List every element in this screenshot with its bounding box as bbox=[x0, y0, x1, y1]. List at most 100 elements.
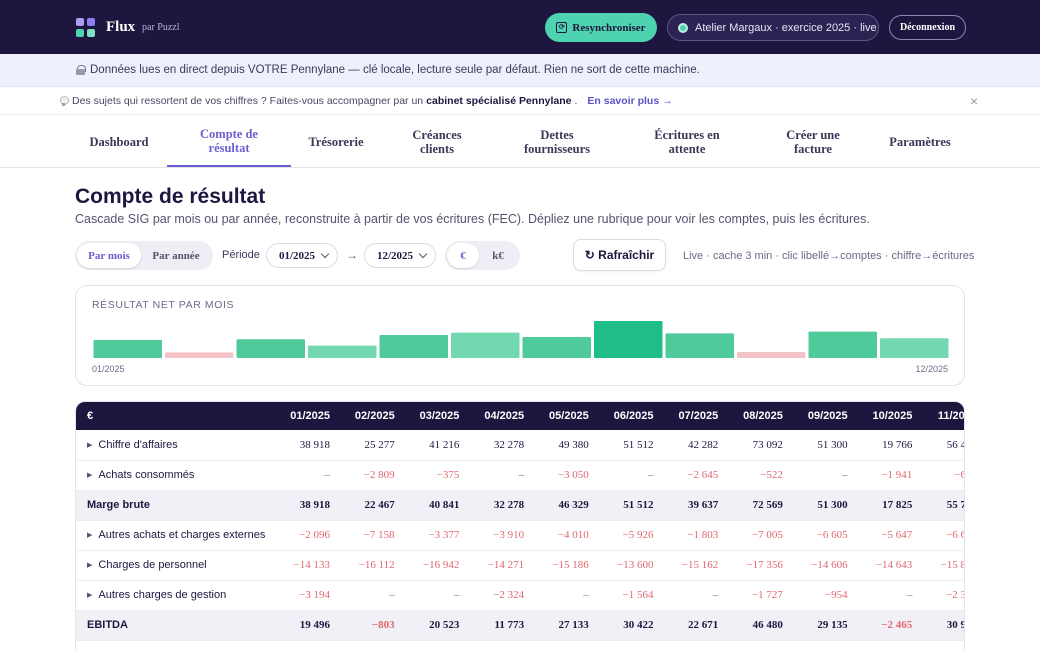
table-cell[interactable]: −2 465 bbox=[881, 619, 913, 631]
company-selector[interactable]: Atelier Margaux · exercice 2025 · live bbox=[667, 14, 879, 41]
table-cell[interactable]: −14 606 bbox=[811, 559, 848, 571]
table-cell[interactable]: 39 637 bbox=[687, 499, 719, 511]
resync-button[interactable]: ⟳ Resynchroniser bbox=[545, 13, 657, 42]
unit-keur-button[interactable]: k€ bbox=[492, 249, 504, 262]
chart-bar-11-2025[interactable] bbox=[808, 331, 878, 358]
table-cell[interactable]: 25 277 bbox=[364, 438, 395, 451]
unit-eur-button[interactable]: € bbox=[447, 243, 479, 268]
row-label[interactable]: ▶ Chiffre d'affaires bbox=[76, 430, 279, 460]
chart-bar-04-2025[interactable] bbox=[308, 345, 377, 358]
tab-parametres[interactable]: Paramètres bbox=[889, 135, 951, 149]
row-label[interactable]: ▶ Achats consommés bbox=[76, 460, 279, 490]
table-cell[interactable]: – bbox=[583, 589, 589, 601]
table-cell[interactable]: −3 377 bbox=[428, 529, 460, 541]
table-cell[interactable]: 17 825 bbox=[882, 499, 913, 511]
table-cell[interactable]: 32 278 bbox=[493, 438, 525, 451]
expand-caret-icon[interactable]: ▶ bbox=[87, 592, 93, 599]
table-cell[interactable]: 72 569 bbox=[752, 499, 783, 511]
table-cell[interactable]: – bbox=[518, 469, 525, 481]
chart-bar-10-2025[interactable] bbox=[737, 352, 806, 358]
table-cell[interactable]: −522 bbox=[760, 469, 783, 481]
table-cell[interactable]: 30 910 bbox=[946, 619, 964, 631]
table-cell[interactable]: −1 564 bbox=[622, 589, 654, 601]
table-cell[interactable]: – bbox=[453, 589, 460, 601]
table-cell[interactable]: −15 842 bbox=[940, 559, 964, 571]
table-cell[interactable]: – bbox=[648, 469, 654, 481]
table-cell[interactable]: 46 480 bbox=[752, 619, 783, 631]
tab-creer-une-facture[interactable]: Créer une facture bbox=[786, 128, 840, 156]
table-cell[interactable]: −803 bbox=[371, 619, 395, 631]
logout-button[interactable]: Déconnexion bbox=[889, 15, 966, 40]
table-cell[interactable]: −14 133 bbox=[293, 559, 330, 571]
table-cell[interactable]: −15 186 bbox=[552, 559, 589, 571]
chart-bar-09-2025[interactable] bbox=[665, 333, 735, 358]
table-cell[interactable]: −1 941 bbox=[881, 469, 913, 481]
table-cell[interactable]: −16 112 bbox=[358, 559, 395, 571]
table-cell[interactable]: −6 605 bbox=[816, 529, 848, 541]
table-cell[interactable]: 22 671 bbox=[687, 619, 719, 631]
table-cell[interactable]: −15 162 bbox=[681, 559, 719, 571]
row-label[interactable]: ▶ Autres achats et charges externes bbox=[76, 520, 279, 550]
tab-dettes-fournisseurs[interactable]: Dettes fournisseurs bbox=[524, 128, 590, 156]
table-cell[interactable]: 20 523 bbox=[429, 619, 460, 631]
mode-month-button[interactable]: Par mois bbox=[77, 243, 141, 268]
table-cell[interactable]: 22 467 bbox=[364, 499, 395, 511]
chart-bar-05-2025[interactable] bbox=[379, 335, 449, 358]
table-cell[interactable]: −2 096 bbox=[299, 529, 330, 541]
table-cell[interactable]: −13 600 bbox=[617, 559, 654, 571]
table-cell[interactable]: 46 329 bbox=[558, 499, 589, 511]
table-cell[interactable]: −1 727 bbox=[751, 589, 783, 601]
table-cell[interactable]: 51 512 bbox=[623, 499, 654, 511]
table-cell[interactable]: – bbox=[842, 469, 848, 481]
learn-more-link[interactable]: En savoir plus → bbox=[587, 94, 673, 107]
table-cell[interactable]: 51 300 bbox=[817, 499, 848, 511]
chart-bar-01-2025[interactable] bbox=[93, 340, 163, 358]
table-cell[interactable]: −7 005 bbox=[751, 529, 783, 541]
table-cell[interactable]: 41 216 bbox=[429, 438, 460, 451]
table-cell[interactable]: 11 773 bbox=[494, 619, 525, 631]
table-cell[interactable]: 38 918 bbox=[299, 438, 330, 451]
table-cell[interactable]: 32 278 bbox=[493, 499, 525, 511]
tab-ecritures-en-attente[interactable]: Écritures en attente bbox=[654, 128, 720, 156]
table-cell[interactable]: – bbox=[712, 589, 719, 601]
table-cell[interactable]: 19 766 bbox=[882, 438, 913, 451]
table-cell[interactable]: −4 010 bbox=[557, 529, 589, 541]
table-cell[interactable]: −3 194 bbox=[299, 589, 330, 601]
period-to-select[interactable]: 12/2025 bbox=[364, 243, 436, 268]
table-cell[interactable]: 55 797 bbox=[946, 499, 964, 511]
chart-bar-12-2025[interactable] bbox=[880, 338, 949, 358]
table-cell[interactable]: −5 926 bbox=[622, 529, 654, 541]
table-cell[interactable]: 56 471 bbox=[946, 438, 964, 451]
table-cell[interactable]: 73 092 bbox=[752, 438, 783, 451]
table-cell[interactable]: – bbox=[324, 469, 330, 481]
table-cell[interactable]: −14 271 bbox=[487, 559, 525, 571]
table-cell[interactable]: −14 643 bbox=[875, 559, 913, 571]
table-cell[interactable]: – bbox=[389, 589, 395, 601]
table-cell[interactable]: 29 135 bbox=[817, 619, 848, 631]
table-cell[interactable]: −5 647 bbox=[881, 529, 913, 541]
table-cell[interactable]: 30 422 bbox=[623, 619, 654, 631]
chart-bar-02-2025[interactable] bbox=[165, 352, 234, 358]
row-label[interactable]: ▶ Autres charges de gestion bbox=[76, 580, 279, 610]
table-cell[interactable]: −2 645 bbox=[687, 469, 719, 481]
income-statement-table-wrapper[interactable]: € 01/2025 02/2025 03/2025 04/2025 05/2025 06/… bbox=[75, 401, 965, 650]
table-cell[interactable]: −954 bbox=[824, 589, 848, 601]
period-from-select[interactable]: 01/2025 bbox=[266, 243, 338, 268]
table-cell[interactable]: 51 300 bbox=[817, 438, 848, 451]
table-cell[interactable]: 19 496 bbox=[299, 619, 330, 631]
tab-dashboard[interactable]: Dashboard bbox=[89, 135, 149, 149]
table-cell[interactable]: 49 380 bbox=[558, 438, 589, 451]
table-cell[interactable]: −16 942 bbox=[422, 559, 460, 571]
mode-year-button[interactable]: Par année bbox=[152, 249, 200, 262]
table-cell[interactable]: −17 356 bbox=[746, 559, 783, 571]
table-cell[interactable]: −3 050 bbox=[557, 469, 589, 481]
table-cell[interactable]: −3 910 bbox=[493, 529, 525, 541]
table-cell[interactable]: 42 282 bbox=[687, 438, 719, 451]
tab-tresorerie[interactable]: Trésorerie bbox=[308, 135, 364, 149]
close-icon[interactable]: × bbox=[970, 93, 979, 109]
table-cell[interactable]: 27 133 bbox=[558, 619, 589, 631]
table-cell[interactable]: 38 918 bbox=[299, 499, 330, 511]
expand-caret-icon[interactable]: ▶ bbox=[87, 562, 93, 569]
table-cell[interactable]: 40 841 bbox=[429, 499, 460, 511]
chart-bar-06-2025[interactable] bbox=[451, 332, 520, 358]
